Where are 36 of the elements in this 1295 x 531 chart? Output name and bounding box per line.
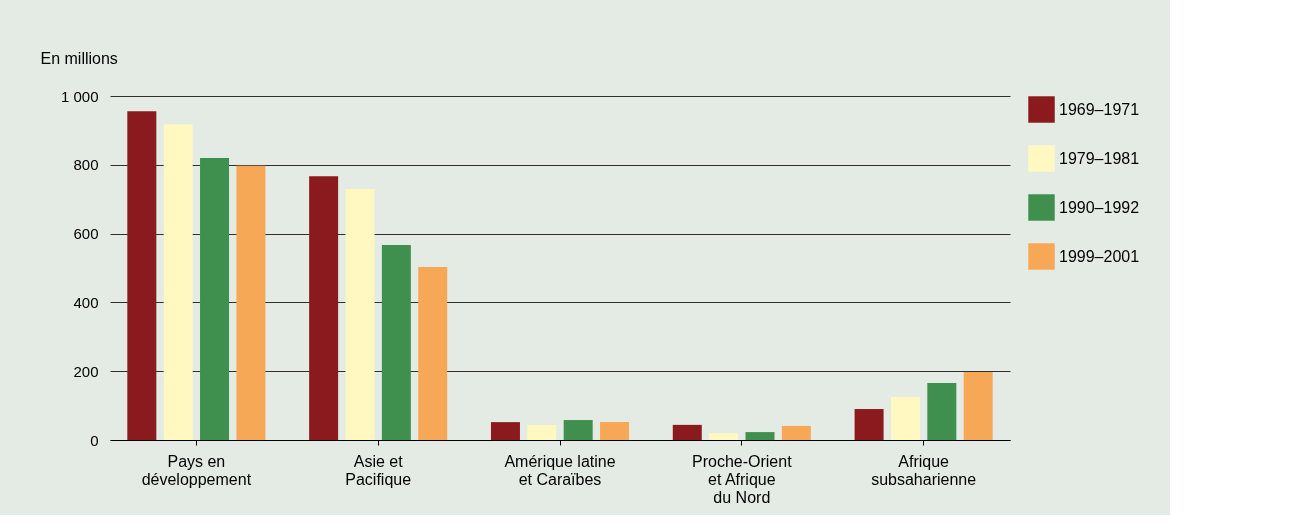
y-tick-label: 1 000: [60, 87, 99, 105]
y-tick-label: 200: [73, 362, 99, 380]
bar: [890, 397, 920, 440]
x-tick-label: Afrique subsaharienne: [871, 452, 977, 488]
x-tick-label: Amérique latine et Caraïbes: [504, 452, 616, 488]
bar: [745, 432, 775, 440]
y-axis-title: En millions: [40, 49, 118, 67]
y-tick-label: 400: [73, 293, 99, 311]
bar: [709, 433, 739, 440]
bar: [200, 157, 230, 440]
bar: [963, 371, 993, 440]
bar: [563, 420, 593, 440]
y-tick-label: 600: [73, 225, 99, 243]
y-tick-label: 800: [73, 156, 99, 174]
bar: [672, 424, 702, 440]
legend-label: 1969–1971: [1059, 100, 1140, 118]
bar: [781, 425, 811, 440]
y-tick-label: 0: [90, 431, 99, 449]
x-tick-label: Proche-Orient et Afrique du Nord: [692, 452, 793, 506]
bar: [163, 124, 193, 440]
bar: [381, 244, 411, 440]
bar: [600, 422, 630, 440]
bar: [854, 409, 884, 440]
legend-label: 1990–1992: [1059, 198, 1140, 216]
bar: [127, 111, 157, 440]
bar: [309, 176, 339, 440]
bar: [345, 188, 375, 440]
bar: [527, 424, 557, 440]
bar: [418, 266, 448, 440]
legend-label: 1979–1981: [1059, 149, 1140, 167]
bar: [927, 382, 957, 440]
x-tick-label: Pays en développement: [141, 452, 252, 488]
bar: [490, 422, 520, 440]
x-tick-label: Asie et Pacifique: [345, 452, 412, 488]
bar: [236, 165, 266, 440]
legend-label: 1999–2001: [1059, 247, 1140, 265]
